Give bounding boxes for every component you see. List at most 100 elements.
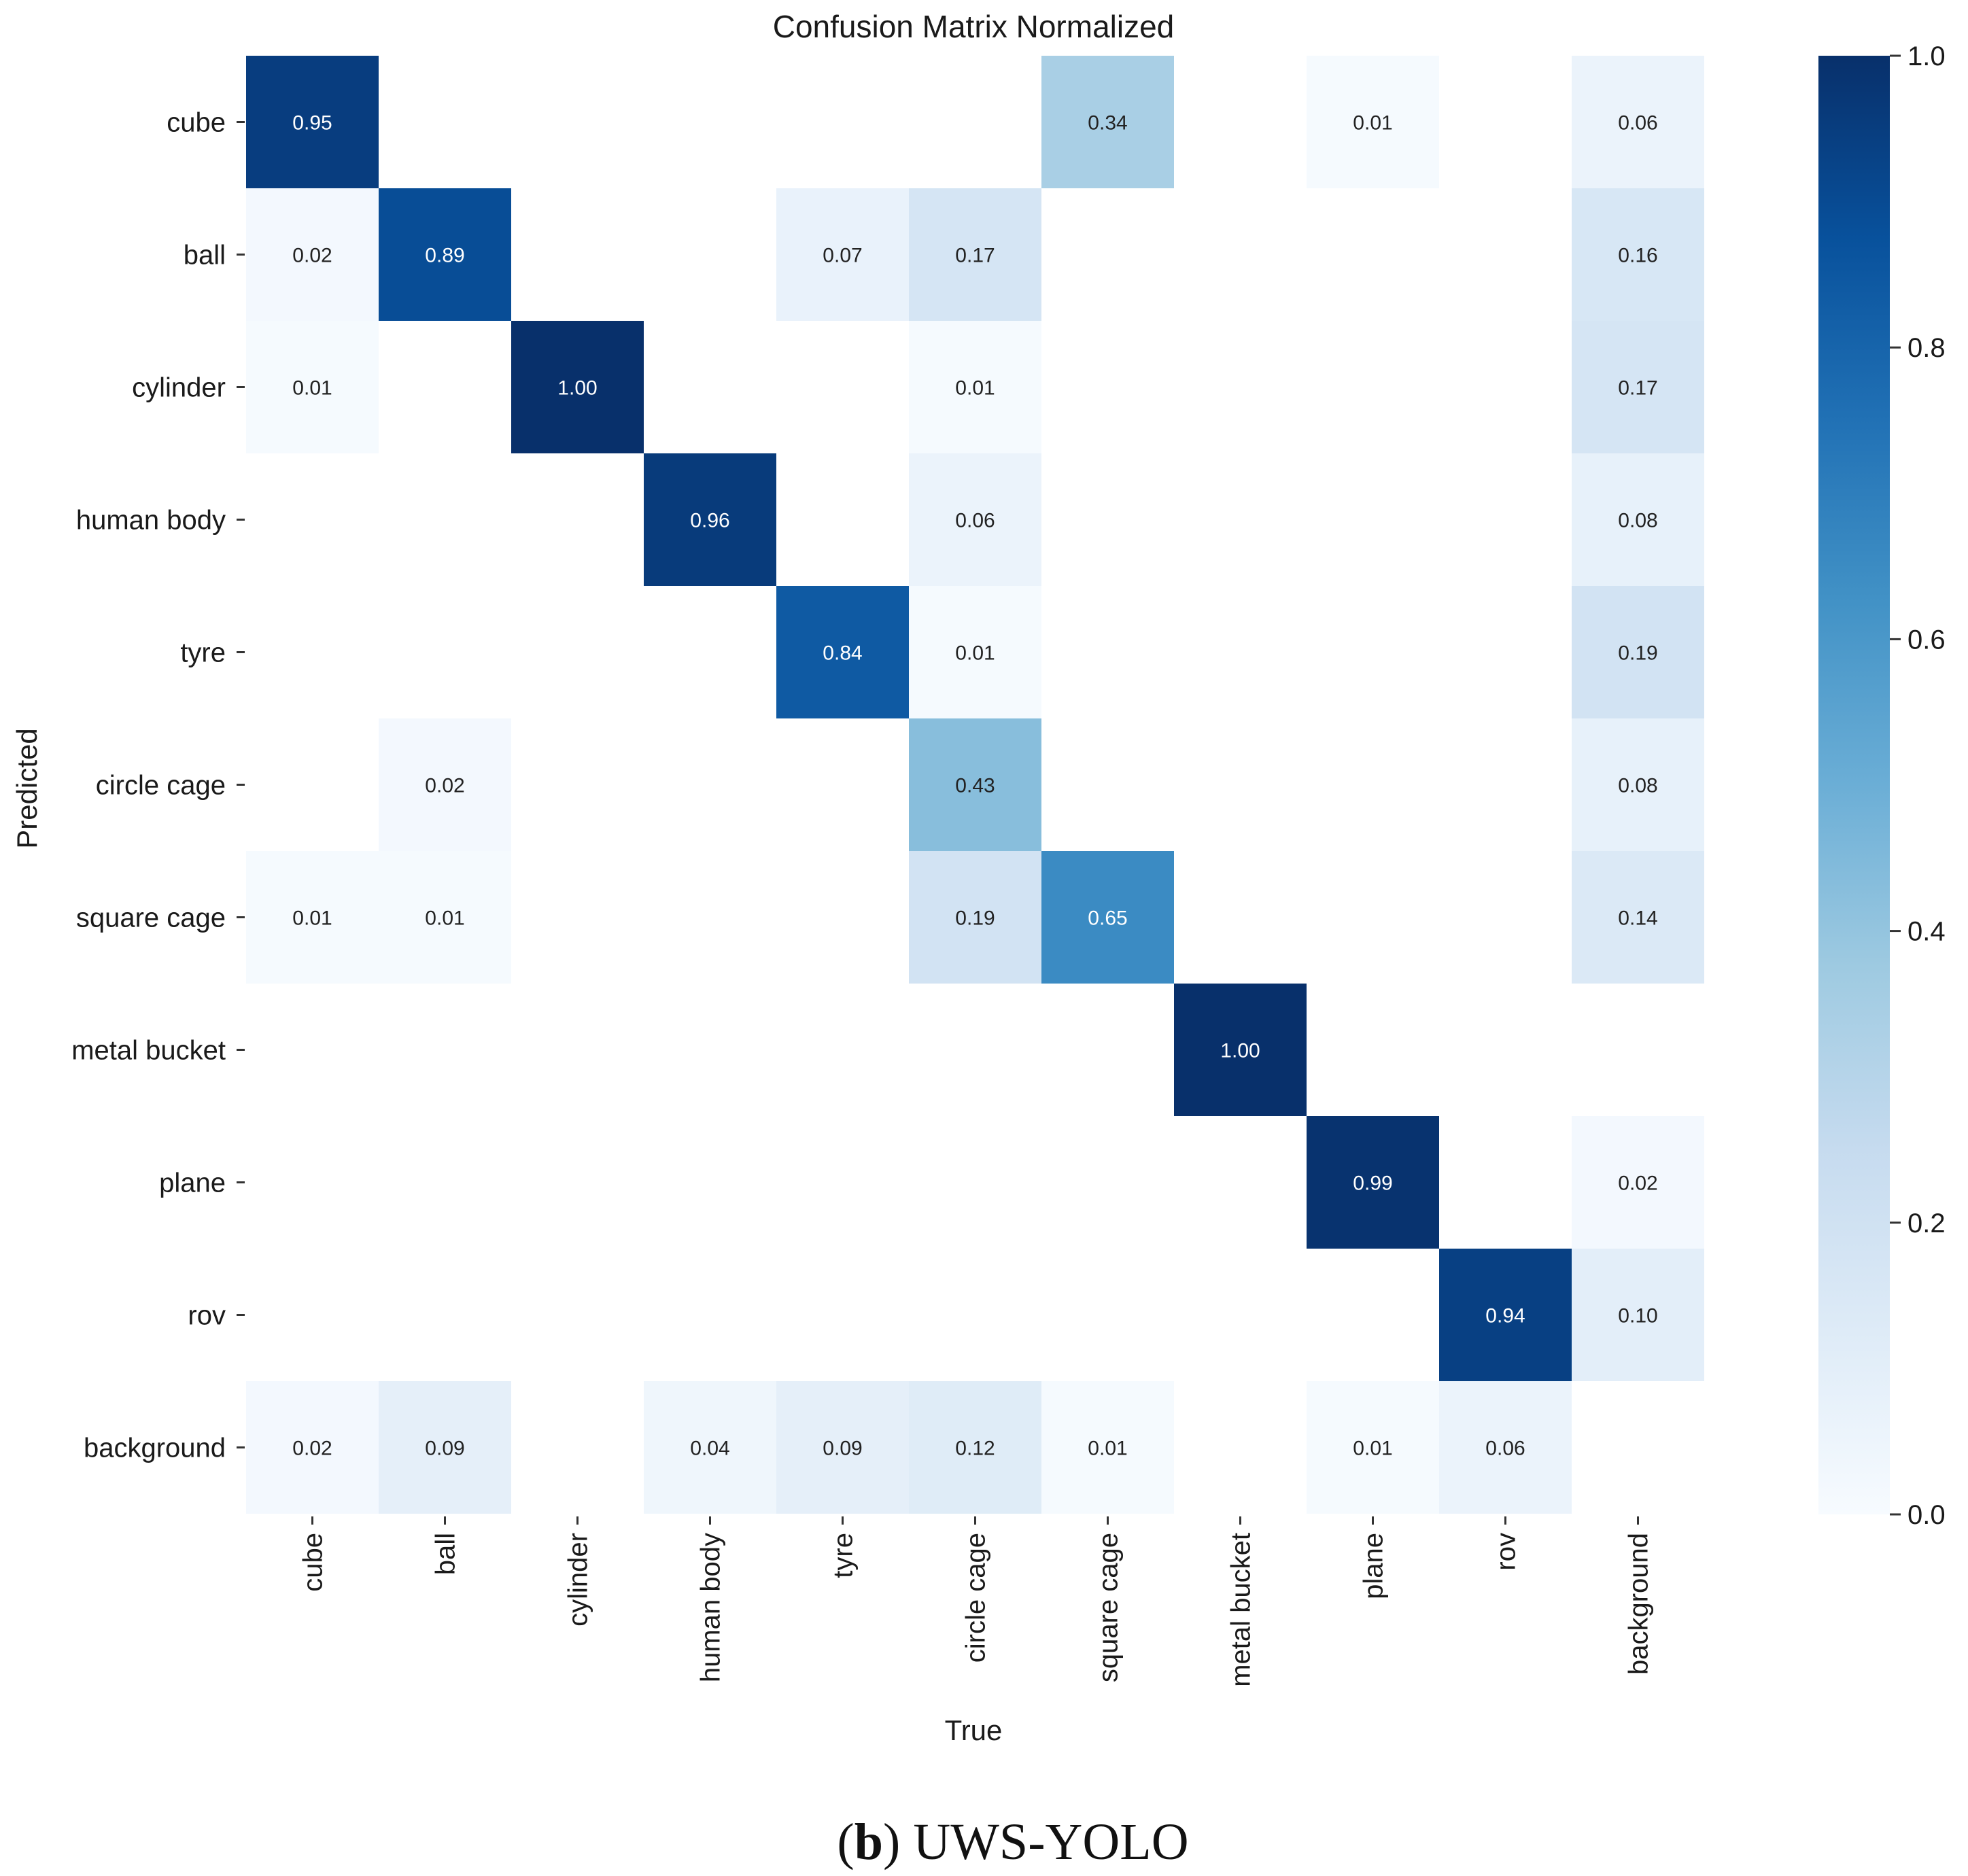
heatmap-cell (1572, 453, 1704, 586)
x-axis-ticks: cube ball cylinder human body tyre circle cag… (298, 1516, 1654, 1687)
heatmap-cell (909, 718, 1041, 851)
heatmap-cell (1572, 1249, 1704, 1381)
heatmap-cell (379, 188, 511, 321)
colorbar (1818, 56, 1890, 1514)
y-axis-ticks: cube ball cylinder human body tyre circle cag… (71, 108, 245, 1463)
colorbar-tick-label: 0.2 (1907, 1209, 1946, 1238)
cell-value-label: 0.17 (955, 245, 995, 267)
heatmap-cell (379, 1381, 511, 1514)
cell-value-label: 0.17 (1618, 377, 1657, 400)
heatmap-cell (909, 851, 1041, 984)
cell-value-label: 0.01 (1353, 1438, 1392, 1460)
x-tick-label: circle cage (961, 1533, 991, 1663)
caption-letter: b (854, 1813, 883, 1871)
heatmap-cell (776, 586, 909, 718)
cell-value-label: 0.94 (1485, 1305, 1525, 1327)
cell-value-label: 0.34 (1088, 112, 1127, 135)
x-tick-label: metal bucket (1226, 1533, 1256, 1687)
y-tick-label: metal bucket (71, 1036, 226, 1066)
x-axis-label: True (945, 1714, 1003, 1746)
cell-value-label: 0.95 (292, 112, 332, 135)
cell-value-label: 1.00 (557, 377, 597, 400)
heatmap-cells (246, 56, 1704, 1514)
y-tick-label: tyre (180, 638, 226, 668)
heatmap-cell (644, 1381, 776, 1514)
heatmap-cell (1041, 1381, 1174, 1514)
x-tick-label: ball (431, 1533, 461, 1575)
heatmap-cell (1041, 851, 1174, 984)
cell-value-label: 0.08 (1618, 775, 1657, 797)
cell-value-label: 0.01 (425, 907, 464, 930)
heatmap-cell (909, 188, 1041, 321)
cell-value-label: 0.01 (1353, 112, 1392, 135)
cell-value-label: 0.06 (1618, 112, 1657, 135)
heatmap-cell (909, 453, 1041, 586)
colorbar-tick-label: 0.6 (1907, 625, 1946, 655)
y-tick-label: ball (184, 241, 226, 271)
y-tick-label: square cage (76, 903, 226, 933)
heatmap-cell (1174, 984, 1307, 1116)
cell-value-label: 0.08 (1618, 510, 1657, 532)
y-tick-label: plane (159, 1168, 226, 1198)
cell-value-label: 1.00 (1220, 1040, 1260, 1062)
cell-value-label: 0.09 (823, 1438, 862, 1460)
cell-value-label: 0.02 (292, 245, 332, 267)
heatmap-cell (644, 453, 776, 586)
x-tick-label: cube (298, 1533, 328, 1592)
cell-value-label: 0.02 (425, 775, 464, 797)
heatmap-cell (1041, 56, 1174, 188)
heatmap-cell (909, 1381, 1041, 1514)
y-tick-label: background (84, 1434, 226, 1463)
heatmap-cell (1572, 1116, 1704, 1249)
y-tick-label: human body (76, 506, 226, 536)
heatmap-cell (246, 321, 379, 453)
cell-value-label: 0.14 (1618, 907, 1657, 930)
cell-value-label: 0.19 (955, 907, 995, 930)
heatmap-cell (246, 851, 379, 984)
heatmap-cell (511, 321, 644, 453)
heatmap-cell (1572, 586, 1704, 718)
colorbar-tick-label: 0.4 (1907, 917, 1946, 947)
cell-value-label: 0.06 (1485, 1438, 1525, 1460)
heatmap-cell (1439, 1381, 1572, 1514)
heatmap-cell (246, 1381, 379, 1514)
cell-value-label: 0.10 (1618, 1305, 1657, 1327)
figure-caption: (b) UWS-YOLO (837, 1813, 1188, 1871)
x-tick-label: background (1624, 1533, 1654, 1675)
colorbar-tick-label: 0.0 (1907, 1500, 1946, 1530)
cell-value-label: 0.06 (955, 510, 995, 532)
cell-value-label: 0.01 (955, 377, 995, 400)
heatmap-cell (1572, 188, 1704, 321)
cell-value-label: 0.19 (1618, 642, 1657, 665)
heatmap-cell (1572, 851, 1704, 984)
cell-value-label: 0.65 (1088, 907, 1127, 930)
caption-text: UWS-YOLO (913, 1813, 1188, 1871)
heatmap-cell (1307, 1381, 1439, 1514)
x-tick-label: cylinder (564, 1533, 593, 1627)
heatmap-cell (1572, 56, 1704, 188)
heatmap-cell (1572, 321, 1704, 453)
colorbar-tick-label: 0.8 (1907, 333, 1946, 363)
cell-value-label: 0.96 (690, 510, 729, 532)
heatmap-cell (776, 188, 909, 321)
cell-value-label: 0.99 (1353, 1172, 1392, 1195)
cell-value-label: 0.12 (955, 1438, 995, 1460)
cell-value-label: 0.01 (292, 907, 332, 930)
colorbar-ticks: 0.0 0.2 0.4 0.6 0.8 1.0 (1890, 41, 1946, 1530)
cell-value-label: 0.02 (1618, 1172, 1657, 1195)
cell-value-label: 0.01 (292, 377, 332, 400)
y-tick-label: circle cage (96, 771, 226, 801)
x-tick-label: plane (1359, 1533, 1389, 1599)
heatmap-cell (246, 188, 379, 321)
colorbar-tick-label: 1.0 (1907, 41, 1946, 71)
y-tick-label: cylinder (132, 373, 226, 403)
cell-value-label: 0.09 (425, 1438, 464, 1460)
cell-value-label: 0.01 (955, 642, 995, 665)
x-tick-label: tyre (829, 1533, 859, 1578)
heatmap-cell (909, 586, 1041, 718)
heatmap-cell (1439, 1249, 1572, 1381)
heatmap-cell-labels: 0.95 0.34 0.01 0.06 0.02 0.89 0.07 0.17 0.16 0.01… (292, 112, 1657, 1460)
cell-value-label: 0.07 (823, 245, 862, 267)
cell-value-label: 0.89 (425, 245, 464, 267)
